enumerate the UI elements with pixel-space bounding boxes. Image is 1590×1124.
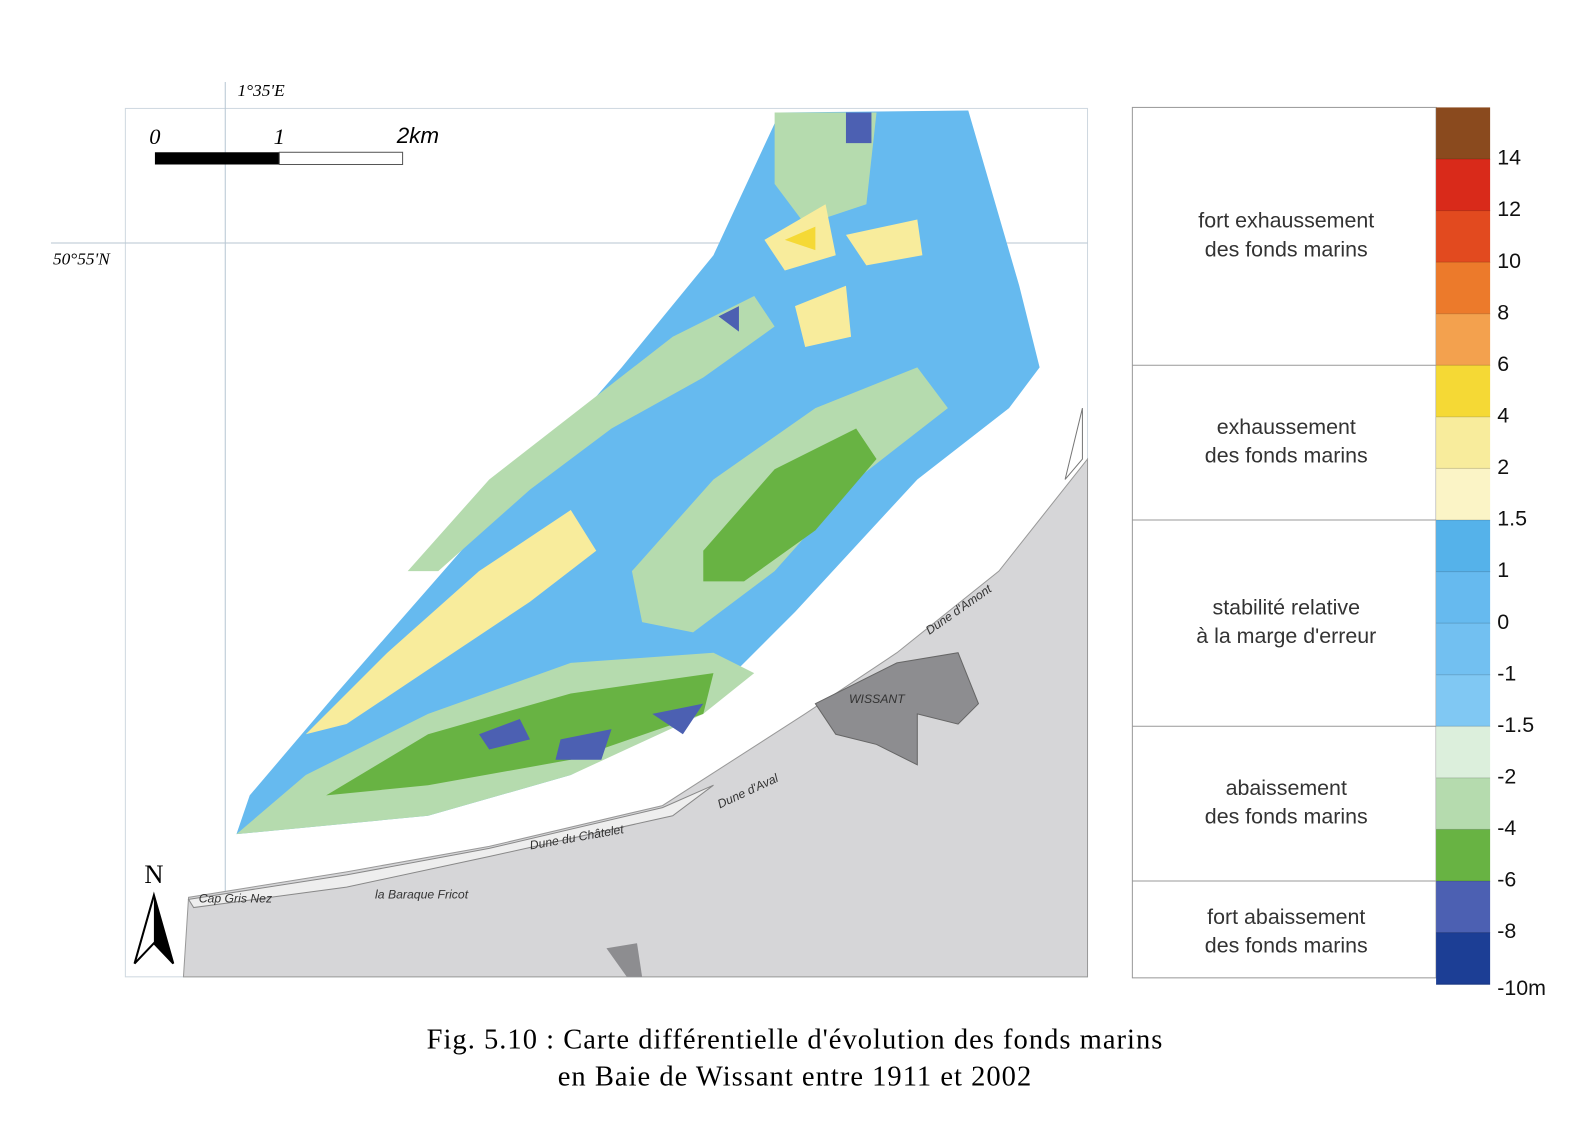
tick-label: -1.5 — [1497, 713, 1534, 737]
dunes — [187, 784, 714, 909]
scale-label: 0 — [149, 124, 160, 149]
class-label: stabilité relative — [1213, 596, 1360, 620]
color-band — [1436, 365, 1491, 418]
land — [182, 457, 1089, 978]
tick-label: -1 — [1497, 661, 1516, 685]
color-band — [1436, 158, 1491, 212]
color-band — [1436, 777, 1491, 830]
color-band — [1436, 210, 1491, 263]
color-band — [1436, 107, 1491, 160]
longitude-label: 1°35'E — [237, 81, 285, 100]
wissant-town — [814, 652, 980, 766]
tick-label: 8 — [1497, 300, 1509, 324]
color-band — [1436, 520, 1491, 573]
caption-line: en Baie de Wissant entre 1911 et 2002 — [558, 1061, 1032, 1092]
scale-label: 1 — [274, 124, 285, 149]
tick-label: 4 — [1497, 404, 1509, 428]
color-band — [1436, 468, 1491, 521]
color-band — [1436, 932, 1491, 985]
scale-label: 2km — [396, 123, 439, 148]
latitude-label: 50°55'N — [53, 249, 111, 268]
color-band — [1436, 829, 1491, 882]
color-band — [1436, 726, 1491, 779]
tick-label: 10 — [1497, 249, 1521, 273]
color-band — [1436, 674, 1491, 727]
scale-bar-light — [278, 151, 404, 166]
tick-label: -2 — [1497, 765, 1516, 789]
deep-patches — [718, 112, 872, 332]
class-label: fort exhaussement — [1198, 209, 1374, 233]
color-band — [1436, 313, 1491, 366]
land-feature — [606, 943, 643, 977]
class-label: fort abaissement — [1207, 905, 1365, 929]
strong-raise — [784, 226, 816, 251]
class-label: exhaussement — [1217, 415, 1356, 439]
tick-label: 2 — [1497, 455, 1509, 479]
tick-label: 12 — [1497, 197, 1521, 221]
tick-label: 0 — [1497, 610, 1509, 634]
class-label: des fonds marins — [1205, 934, 1368, 958]
place-label: la Baraque Fricot — [375, 888, 469, 902]
tick-label: 1.5 — [1497, 507, 1527, 531]
tick-label: -10m — [1497, 976, 1546, 1000]
place-label: Cap Gris Nez — [199, 892, 272, 906]
deep-lowering — [479, 703, 704, 760]
color-band — [1436, 881, 1491, 934]
tick-label: -4 — [1497, 816, 1516, 840]
tick-label: 14 — [1497, 146, 1521, 170]
tick-label: 6 — [1497, 352, 1509, 376]
place-label: WISSANT — [849, 692, 906, 706]
color-band — [1436, 623, 1491, 676]
green-bank — [703, 428, 877, 582]
raised-bank — [305, 510, 597, 735]
tick-label: -6 — [1497, 868, 1516, 892]
class-label: des fonds marins — [1205, 444, 1368, 468]
caption-line: Fig. 5.10 : Carte différentielle d'évolu… — [427, 1025, 1164, 1056]
north-label: N — [144, 859, 163, 889]
class-label: des fonds marins — [1205, 805, 1368, 829]
legend-frame — [1131, 106, 1437, 979]
class-label: abaissement — [1226, 776, 1347, 800]
color-band — [1436, 571, 1491, 624]
class-label: des fonds marins — [1205, 237, 1368, 261]
inlet — [1064, 407, 1083, 480]
color-band — [1436, 262, 1491, 315]
tick-label: 1 — [1497, 558, 1509, 582]
scale-bar-dark — [154, 152, 280, 165]
class-label: à la marge d'erreur — [1196, 624, 1376, 648]
lowering-ridge — [407, 295, 775, 572]
color-band — [1436, 416, 1491, 469]
tick-label: -8 — [1497, 919, 1516, 943]
